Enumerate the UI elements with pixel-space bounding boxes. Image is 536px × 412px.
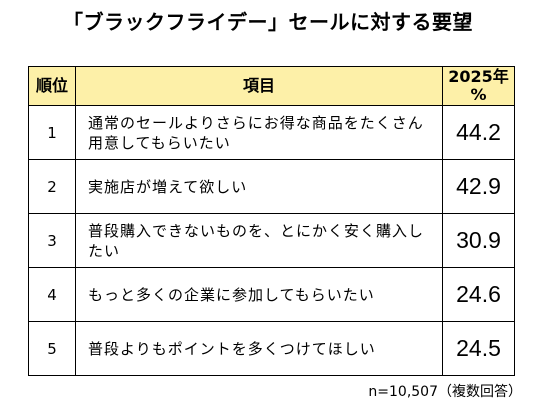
table-row: 2 実施店が増えて欲しい 42.9: [28, 159, 515, 214]
rank-cell: 2: [28, 159, 76, 214]
rank-cell: 3: [28, 213, 76, 268]
table-row: 5 普段よりもポイントを多くつけてほしい 24.5: [28, 321, 515, 376]
percent-value: 24.5: [442, 321, 515, 376]
table-body: 1 通常のセールよりさらにお得な商品をたくさん用意してもらいたい 44.2 2 実施店が…: [28, 105, 515, 376]
item-cell: もっと多くの企業に参加してもらいたい: [75, 267, 443, 322]
header-percent-year: 2025年: [448, 67, 509, 86]
table-row: 1 通常のセールよりさらにお得な商品をたくさん用意してもらいたい 44.2: [28, 105, 515, 160]
table-row: 3 普段購入できないものを、とにかく安く購入したい 30.9: [28, 213, 515, 268]
item-cell: 通常のセールよりさらにお得な商品をたくさん用意してもらいたい: [75, 105, 443, 160]
header-item: 項目: [75, 66, 443, 106]
rank-cell: 5: [28, 321, 76, 376]
ranking-table: 順位 項目 2025年 % 1 通常のセールよりさらにお得な商品をたくさん用意して…: [28, 66, 515, 376]
sample-note: n=10,507（複数回答）: [368, 384, 522, 400]
percent-value: 30.9: [442, 213, 515, 268]
item-cell: 普段購入できないものを、とにかく安く購入したい: [75, 213, 443, 268]
percent-value: 42.9: [442, 159, 515, 214]
chart-title: 「ブラックフライデー」セールに対する要望: [63, 10, 473, 34]
table-row: 4 もっと多くの企業に参加してもらいたい 24.6: [28, 267, 515, 322]
rank-cell: 4: [28, 267, 76, 322]
percent-value: 24.6: [442, 267, 515, 322]
rank-cell: 1: [28, 105, 76, 160]
item-cell: 実施店が増えて欲しい: [75, 159, 443, 214]
header-percent-unit: %: [470, 85, 487, 104]
header-rank: 順位: [28, 66, 76, 106]
item-cell: 普段よりもポイントを多くつけてほしい: [75, 321, 443, 376]
percent-value: 44.2: [442, 105, 515, 160]
header-percent: 2025年 %: [442, 66, 515, 106]
header-row: 順位 項目 2025年 %: [28, 66, 515, 106]
